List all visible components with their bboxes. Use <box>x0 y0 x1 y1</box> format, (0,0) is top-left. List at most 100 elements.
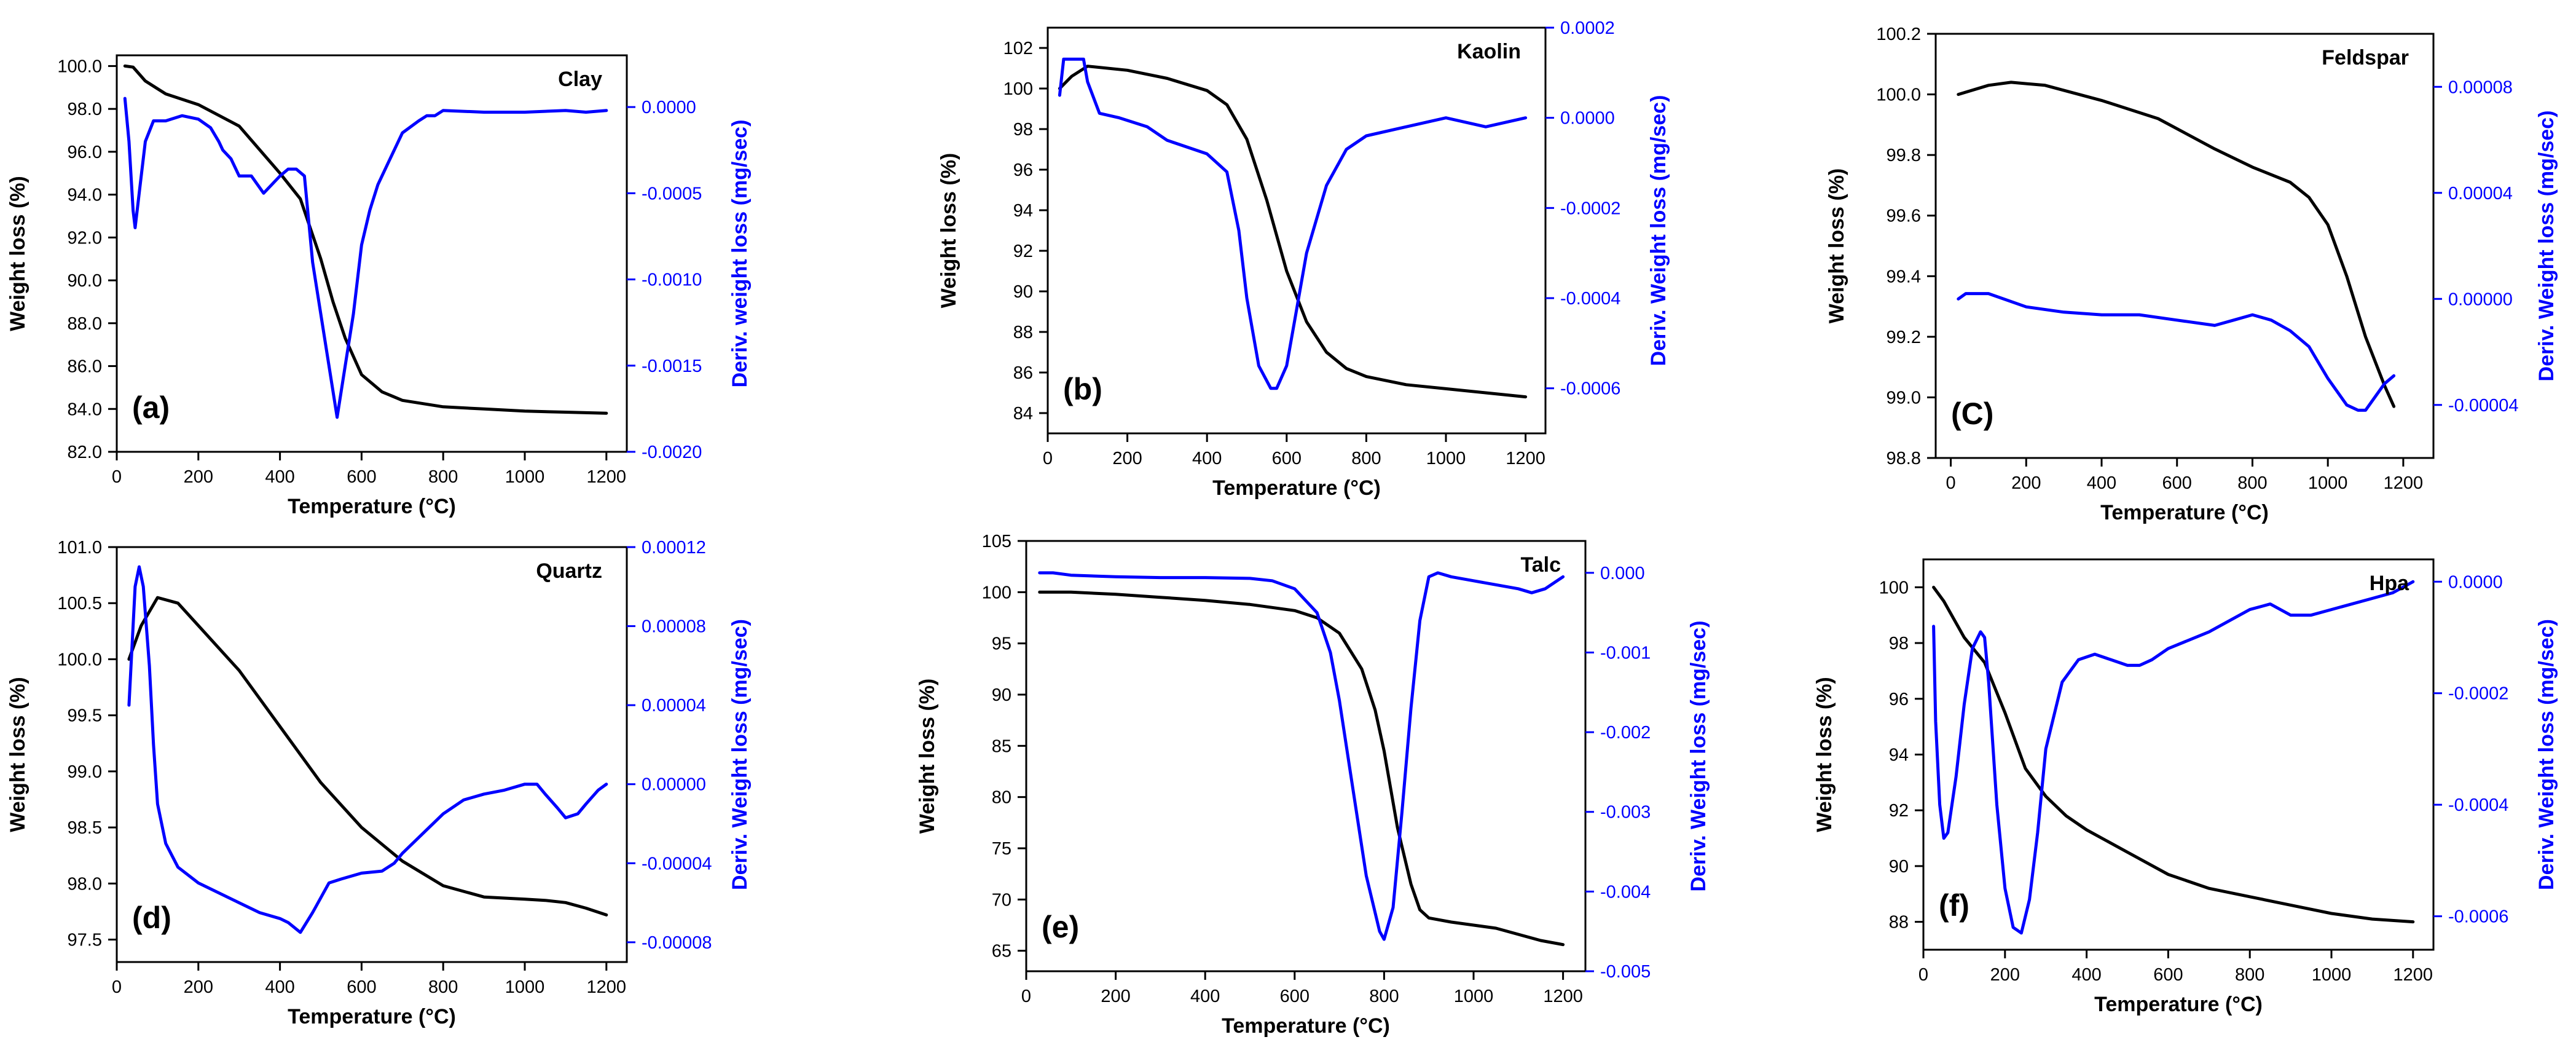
y2-tick-label: -0.0006 <box>2448 907 2508 927</box>
x-tick-label: 0 <box>1021 987 1031 1006</box>
x-tick-label: 800 <box>428 467 458 487</box>
x-axis-label: Temperature (°C) <box>1212 476 1381 500</box>
x-tick-label: 600 <box>347 467 376 487</box>
x-tick-label: 0 <box>1043 449 1053 468</box>
deriv-weight-loss-line <box>127 565 608 934</box>
y2-tick-label: -0.0004 <box>1560 289 1620 309</box>
y2-tick-label: -0.0002 <box>2448 684 2508 704</box>
y-tick-label: 100.5 <box>57 594 102 613</box>
y-tick-label: 97.5 <box>68 931 102 950</box>
y2-tick-label: -0.00008 <box>642 933 712 953</box>
y-tick-label: 100.2 <box>1876 25 1921 44</box>
y2-tick-label: -0.001 <box>1600 643 1651 663</box>
x-tick-label: 600 <box>2162 473 2192 493</box>
x-tick-label: 1200 <box>1543 987 1583 1006</box>
chart-title: Quartz <box>536 559 602 583</box>
y-tick-label: 100 <box>982 583 1011 602</box>
x-axis-label: Temperature (°C) <box>288 1005 456 1028</box>
y2-tick-label: 0.0000 <box>642 98 696 117</box>
y-tick-label: 80 <box>992 788 1011 808</box>
y-tick-label: 88.0 <box>68 314 102 334</box>
y-tick-label: 82.0 <box>68 443 102 462</box>
y2-tick-label: -0.0015 <box>642 357 702 376</box>
y-tick-label: 96 <box>1889 690 1909 709</box>
y-tick-label: 94 <box>1013 201 1033 221</box>
x-tick-label: 400 <box>1190 987 1220 1006</box>
y2-tick-label: -0.0002 <box>1560 199 1620 218</box>
x-tick-label: 800 <box>1351 449 1381 468</box>
y-tick-label: 98.8 <box>1887 449 1921 468</box>
y2-tick-label: 0.00008 <box>642 617 706 637</box>
y-axis-label: Weight loss (%) <box>6 176 29 331</box>
x-tick-label: 0 <box>1946 473 1955 493</box>
y-tick-label: 100 <box>1003 79 1033 99</box>
y2-tick-label: -0.0005 <box>642 184 702 203</box>
y-tick-label: 94 <box>1889 746 1909 765</box>
x-axis-label: Temperature (°C) <box>2100 501 2269 524</box>
weight-loss-line <box>1957 81 2396 408</box>
y-tick-label: 99.2 <box>1887 328 1921 347</box>
y-tick-label: 105 <box>982 532 1011 551</box>
y-tick-label: 85 <box>992 736 1011 756</box>
x-tick-label: 200 <box>1990 965 2020 985</box>
x-tick-label: 1000 <box>505 977 545 997</box>
x-tick-label: 200 <box>2011 473 2041 493</box>
y2-tick-label: 0.00000 <box>2448 290 2513 309</box>
panel-label: (f) <box>1939 888 1969 923</box>
weight-loss-line <box>1932 585 2415 924</box>
x-tick-label: 400 <box>2087 473 2116 493</box>
x-tick-label: 400 <box>1192 449 1222 468</box>
weight-loss-line <box>1038 590 1565 947</box>
y-axis-label: Weight loss (%) <box>916 679 939 834</box>
y-tick-label: 84 <box>1013 404 1033 424</box>
x-tick-label: 0 <box>112 977 122 997</box>
x-tick-label: 800 <box>428 977 458 997</box>
y-tick-label: 90 <box>1889 857 1909 877</box>
y-tick-label: 99.4 <box>1887 267 1921 286</box>
y-tick-label: 92.0 <box>68 228 102 248</box>
y2-tick-label: 0.00012 <box>642 538 706 558</box>
x-tick-label: 1200 <box>587 977 627 997</box>
y-tick-label: 90 <box>1013 282 1033 302</box>
plot-frame <box>1025 540 1587 972</box>
x-tick-label: 600 <box>2153 965 2183 985</box>
y-tick-label: 98 <box>1013 120 1033 140</box>
y-tick-label: 96.0 <box>68 143 102 162</box>
y2-tick-label: -0.004 <box>1600 882 1651 902</box>
x-tick-label: 1200 <box>2384 473 2424 493</box>
deriv-weight-loss-line <box>1058 57 1528 390</box>
y2-tick-label: 0.0000 <box>2448 572 2503 592</box>
y2-tick-label: 0.00004 <box>642 696 706 716</box>
y-tick-label: 100.0 <box>57 57 102 76</box>
y-tick-label: 99.8 <box>1887 146 1921 165</box>
y2-axis-label: Deriv. Weight loss (mg/sec) <box>1687 621 1710 892</box>
y2-axis-label: Deriv. Weight loss (mg/sec) <box>728 619 752 890</box>
chart-panel-2: 0 200 400 600 800 1000 1200 84 86 88 90 92 94 96 98 100… <box>937 18 1670 500</box>
y-tick-label: 75 <box>992 839 1011 859</box>
x-tick-label: 800 <box>2235 965 2264 985</box>
x-tick-label: 1200 <box>1506 449 1545 468</box>
x-tick-label: 200 <box>184 467 213 487</box>
y2-tick-label: 0.00004 <box>2448 184 2513 203</box>
y2-tick-label: -0.00004 <box>2448 396 2519 416</box>
y-tick-label: 86 <box>1013 363 1033 383</box>
y-tick-label: 70 <box>992 890 1011 910</box>
plot-frame <box>116 54 628 453</box>
x-tick-label: 600 <box>347 977 376 997</box>
y-tick-label: 86.0 <box>68 357 102 377</box>
x-tick-label: 800 <box>2237 473 2267 493</box>
y-tick-label: 92 <box>1013 242 1033 261</box>
y2-tick-label: 0.00008 <box>2448 77 2513 97</box>
plot-frame <box>116 546 628 963</box>
y-tick-label: 95 <box>992 634 1011 654</box>
x-tick-label: 1000 <box>505 467 545 487</box>
y2-tick-label: -0.002 <box>1600 723 1651 743</box>
y2-tick-label: -0.005 <box>1600 962 1651 982</box>
y-tick-label: 98.0 <box>68 874 102 894</box>
y-tick-label: 65 <box>992 942 1011 961</box>
deriv-weight-loss-line <box>1957 292 2396 412</box>
panel-label: (C) <box>1951 396 1993 431</box>
x-tick-label: 1200 <box>587 467 627 487</box>
chart-panel-4: 0 200 400 600 800 1000 1200 97.5 98.0 98.5 99.0 99.… <box>6 538 752 1028</box>
x-tick-label: 400 <box>265 467 294 487</box>
